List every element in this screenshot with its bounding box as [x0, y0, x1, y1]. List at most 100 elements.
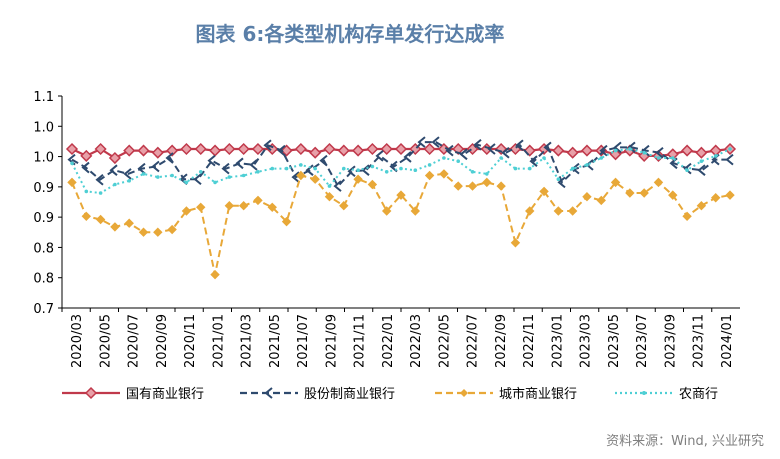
data-point	[685, 168, 689, 172]
legend-label-0: 国有商业银行	[126, 387, 204, 402]
data-point	[459, 148, 468, 161]
data-point	[553, 206, 564, 216]
data-point	[281, 216, 292, 227]
data-point	[251, 142, 265, 156]
data-point	[557, 176, 566, 189]
data-point	[427, 163, 432, 167]
data-point	[639, 188, 649, 198]
data-point	[141, 172, 146, 176]
x-tick-label: 2020/11	[183, 314, 198, 368]
data-point	[339, 201, 349, 211]
data-point	[417, 136, 426, 148]
data-point	[710, 193, 721, 203]
data-point	[241, 173, 246, 178]
data-point	[452, 142, 465, 156]
data-point	[353, 174, 363, 184]
x-tick-label: 2021/07	[296, 314, 311, 368]
y-tick-label: 0.9	[33, 181, 54, 196]
data-point	[327, 184, 332, 188]
data-point	[151, 146, 164, 159]
data-point	[556, 177, 561, 182]
data-point	[552, 144, 565, 157]
data-point	[642, 150, 646, 155]
x-tick-label: 2022/09	[494, 314, 509, 368]
data-point	[267, 202, 277, 213]
data-point	[235, 157, 244, 170]
data-point	[501, 146, 510, 159]
data-point	[370, 164, 375, 169]
data-point	[453, 181, 463, 191]
data-point	[728, 147, 732, 151]
data-point	[81, 161, 90, 174]
data-point	[599, 144, 608, 157]
data-point	[725, 153, 734, 166]
data-point	[582, 191, 592, 202]
x-tick-label: 2021/05	[268, 314, 283, 368]
data-point	[180, 142, 193, 156]
data-point	[249, 159, 258, 171]
data-point	[655, 146, 664, 159]
x-tick-label: 2021/11	[353, 314, 368, 368]
data-point	[681, 144, 694, 157]
data-point	[310, 174, 320, 184]
data-point	[280, 144, 293, 157]
data-point	[473, 138, 482, 151]
y-tick-label: 0.8	[33, 272, 54, 287]
data-point	[499, 156, 503, 160]
data-point	[309, 146, 322, 159]
data-point	[80, 149, 93, 162]
data-point	[81, 211, 92, 222]
data-point	[485, 172, 489, 176]
series-line-1	[71, 141, 730, 188]
data-point	[709, 144, 722, 157]
data-point	[456, 159, 461, 163]
data-point	[496, 181, 506, 191]
data-point	[324, 191, 335, 202]
data-point	[599, 156, 604, 160]
data-point	[284, 166, 289, 171]
data-point	[567, 206, 578, 216]
data-point	[84, 189, 89, 194]
data-point	[437, 142, 450, 156]
data-point	[113, 182, 117, 187]
data-point	[167, 224, 177, 235]
data-point	[138, 227, 149, 237]
x-tick-label: 2023/07	[635, 314, 650, 368]
data-point	[515, 139, 524, 152]
data-point	[299, 163, 303, 167]
data-point	[487, 143, 496, 155]
data-point	[108, 151, 121, 165]
data-point	[396, 190, 406, 200]
data-point	[580, 144, 594, 157]
data-point	[403, 151, 412, 163]
data-point	[184, 180, 189, 185]
data-point	[270, 166, 275, 171]
data-point	[221, 162, 230, 175]
data-point	[670, 156, 675, 160]
data-point	[123, 144, 136, 157]
x-tick-label: 2021/09	[324, 314, 339, 368]
data-point	[366, 142, 379, 156]
data-point	[682, 211, 692, 222]
data-point	[256, 169, 260, 174]
data-point	[628, 147, 632, 151]
data-point	[566, 146, 579, 159]
data-point	[181, 206, 192, 216]
data-point	[337, 144, 350, 157]
data-point	[319, 154, 328, 167]
data-point	[424, 170, 435, 181]
legend-label-3: 农商行	[679, 387, 718, 402]
x-tick-label: 2023/09	[663, 314, 678, 368]
x-tick-label: 2023/11	[692, 314, 707, 368]
data-point	[696, 201, 707, 211]
data-point	[165, 152, 174, 164]
data-point	[110, 222, 120, 232]
data-point	[207, 154, 216, 167]
data-point	[467, 181, 478, 191]
data-point	[291, 171, 300, 183]
data-point	[294, 142, 307, 156]
data-point	[439, 169, 449, 179]
data-point	[227, 175, 232, 179]
data-point	[109, 164, 118, 176]
y-tick-label: 0.7	[33, 302, 54, 317]
